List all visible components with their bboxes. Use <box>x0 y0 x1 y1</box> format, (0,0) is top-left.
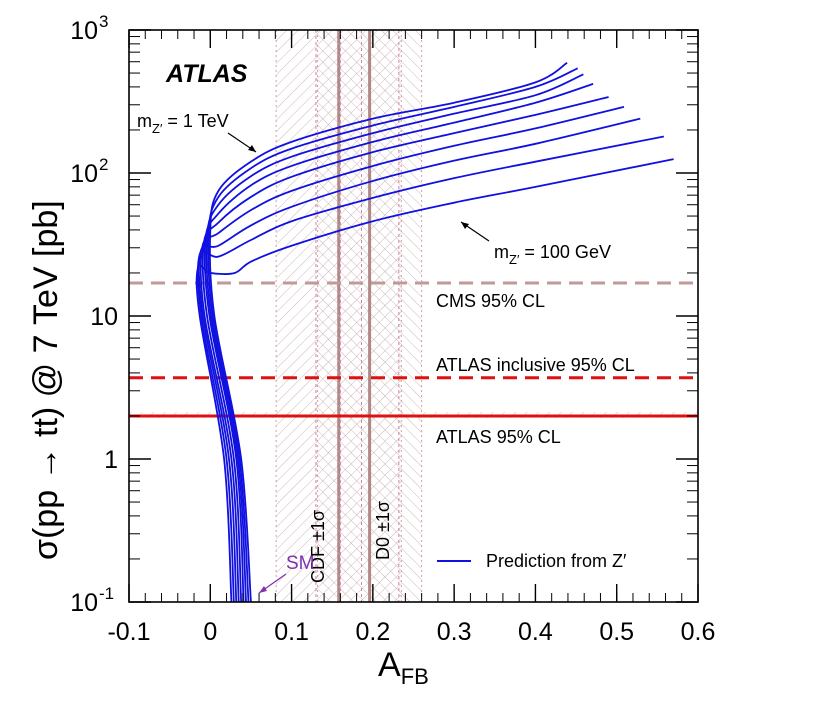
x-tick-label: 0.3 <box>437 618 472 646</box>
zprime-curve-4 <box>203 83 594 602</box>
zprime-curve-8 <box>196 135 665 602</box>
y-tick-exponent: 3 <box>99 12 108 31</box>
low-mass-value: = 100 GeV <box>524 242 611 262</box>
zprime-curve-7 <box>198 117 641 602</box>
x-tick-label: -0.1 <box>107 618 150 646</box>
zprime-curves <box>195 62 674 602</box>
y-axis-title: σ(pp → tt) @ 7 TeV [pb] <box>27 200 65 560</box>
zprime-curve-3 <box>205 73 584 602</box>
atlas-limit-label: ATLAS 95% CL <box>436 427 561 447</box>
y-tick-exponent: 2 <box>99 155 108 174</box>
zprime-curve-9 <box>195 158 674 602</box>
low-mass-prefix: m <box>494 242 509 262</box>
y-tick-label: 10 <box>90 303 118 331</box>
cdf-band-label: CDF ±1σ <box>308 510 328 583</box>
low-mass-label: mZ′ = 100 GeV <box>494 242 611 267</box>
y-tick-exponent: -1 <box>99 584 114 603</box>
x-tick-label: 0 <box>203 618 217 646</box>
low-mass-sub: Z′ <box>509 252 520 267</box>
high-mass-label: mZ′ = 1 TeV <box>137 111 229 136</box>
atlas-label: ATLAS <box>165 60 248 88</box>
y-tick-label: 1 <box>104 446 118 474</box>
d0-band-label: D0 ±1σ <box>373 501 393 560</box>
x-tick-label: 0.6 <box>681 618 716 646</box>
high-mass-sub: Z′ <box>152 121 163 136</box>
sm-arrowhead <box>259 586 267 593</box>
uncertainty-bands <box>275 30 423 602</box>
x-tick-label: 0.2 <box>355 618 390 646</box>
zprime-curve-2 <box>207 67 579 602</box>
zprime-curve-1 <box>208 62 568 602</box>
zprime-curve-5 <box>201 96 609 602</box>
y-tick-label: 10 <box>70 589 98 617</box>
cms-limit-label: CMS 95% CL <box>436 291 545 311</box>
x-tick-label: 0.1 <box>274 618 309 646</box>
x-tick-label: 0.5 <box>599 618 634 646</box>
x-axis-title-main: A <box>378 646 401 684</box>
low-mass-arrowhead <box>461 222 469 229</box>
y-tick-label: 10 <box>70 17 98 45</box>
high-mass-value: = 1 TeV <box>167 111 228 131</box>
x-tick-label: 0.4 <box>518 618 553 646</box>
y-tick-label: 10 <box>70 160 98 188</box>
x-axis-title: AFB <box>378 646 429 689</box>
atlas-inclusive-limit-label: ATLAS inclusive 95% CL <box>436 355 635 375</box>
x-axis-ticks: -0.1 0 0.1 0.2 0.3 0.4 0.5 0.6 <box>107 30 715 646</box>
x-axis-title-sub: FB <box>401 664 429 689</box>
high-mass-prefix: m <box>137 111 152 131</box>
zprime-curve-6 <box>199 106 625 602</box>
legend-label: Prediction from Z′ <box>486 551 627 571</box>
high-mass-arrowhead <box>248 145 256 152</box>
sm-label: SM <box>286 553 315 574</box>
